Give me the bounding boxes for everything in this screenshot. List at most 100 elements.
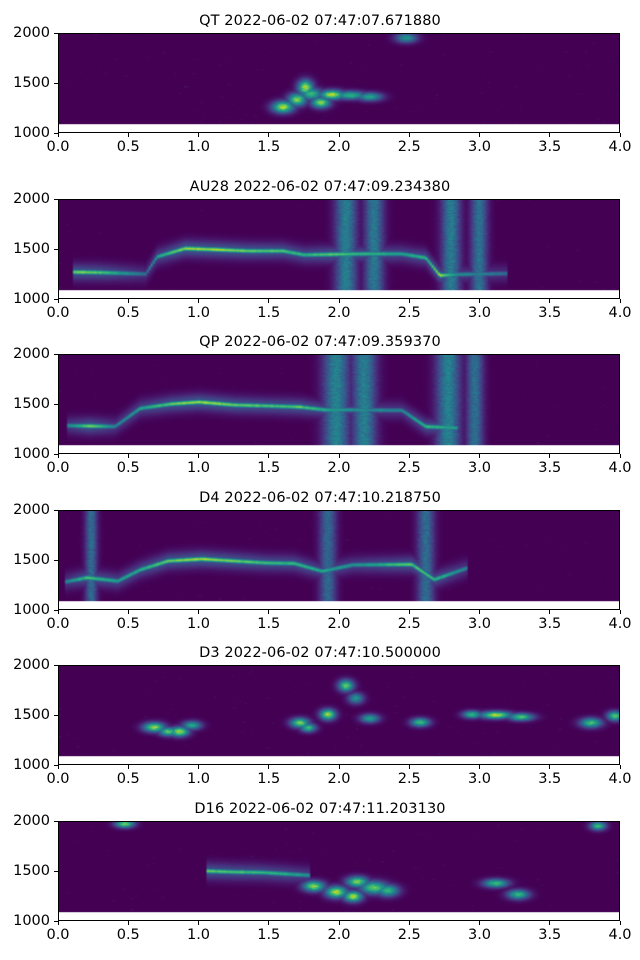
x-tick-label: 1.5 (257, 460, 281, 476)
x-tick-label: 0.0 (46, 771, 70, 787)
y-tick-mark (54, 870, 58, 872)
x-tick-mark (479, 610, 481, 614)
panel-title: AU28 2022-06-02 07:47:09.234380 (189, 179, 451, 195)
x-tick-mark (549, 921, 551, 925)
x-tick-mark (408, 610, 410, 614)
y-tick-mark (54, 132, 58, 134)
x-tick-label: 0.5 (116, 771, 140, 787)
y-tick-label: 1000 (13, 601, 50, 618)
x-tick-mark (619, 454, 621, 458)
x-tick-label: 2.5 (397, 927, 421, 943)
y-tick-label: 2000 (13, 656, 50, 673)
x-tick-mark (198, 454, 200, 458)
x-tick-label: 2.5 (397, 460, 421, 476)
x-tick-mark (479, 454, 481, 458)
x-tick-mark (338, 454, 340, 458)
y-tick-label: 1500 (13, 551, 50, 568)
y-tick-label: 1500 (13, 862, 50, 879)
spectrogram-image (59, 511, 619, 609)
x-tick-label: 3.5 (538, 139, 562, 155)
x-tick-label: 2.5 (397, 305, 421, 321)
y-tick-label: 2000 (13, 24, 50, 41)
plot-axes (58, 199, 620, 299)
x-tick-label: 0.5 (116, 616, 140, 632)
x-tick-mark (57, 133, 59, 137)
x-tick-mark (268, 921, 270, 925)
x-tick-mark (549, 299, 551, 303)
y-tick-label: 2000 (13, 345, 50, 362)
panel-title: D4 2022-06-02 07:47:10.218750 (199, 490, 441, 506)
spectrogram-image (59, 355, 619, 453)
y-tick-mark (54, 353, 58, 355)
x-tick-mark (127, 299, 129, 303)
x-tick-mark (338, 610, 340, 614)
x-tick-mark (479, 765, 481, 769)
spectrogram-image (59, 34, 619, 132)
y-tick-label: 1000 (13, 290, 50, 307)
x-tick-mark (198, 133, 200, 137)
y-tick-mark (54, 403, 58, 405)
x-tick-mark (619, 299, 621, 303)
x-tick-label: 3.0 (467, 139, 492, 155)
x-tick-mark (198, 921, 200, 925)
x-tick-label: 3.0 (467, 460, 492, 476)
panel-title: QP 2022-06-02 07:47:09.359370 (199, 334, 441, 350)
y-tick-label: 2000 (13, 190, 50, 207)
panel-title: QT 2022-06-02 07:47:07.671880 (199, 13, 441, 29)
x-tick-label: 1.0 (186, 616, 211, 632)
x-tick-label: 1.0 (186, 305, 211, 321)
x-tick-label: 1.0 (186, 927, 211, 943)
x-tick-mark (198, 299, 200, 303)
x-tick-label: 2.0 (327, 460, 351, 476)
x-tick-mark (57, 299, 59, 303)
x-tick-label: 1.0 (186, 139, 211, 155)
x-tick-mark (127, 610, 129, 614)
x-tick-label: 2.5 (397, 771, 421, 787)
x-tick-label: 2.0 (327, 139, 351, 155)
x-tick-mark (479, 133, 481, 137)
y-tick-label: 1000 (13, 124, 50, 141)
x-tick-label: 4.0 (608, 305, 632, 321)
plot-axes (58, 665, 620, 765)
x-tick-mark (408, 921, 410, 925)
x-tick-label: 4.0 (608, 460, 632, 476)
x-tick-mark (549, 133, 551, 137)
x-tick-label: 3.5 (538, 771, 562, 787)
plot-axes (58, 510, 620, 610)
y-tick-label: 1500 (13, 240, 50, 257)
panel-title: D16 2022-06-02 07:47:11.203130 (194, 801, 446, 817)
x-tick-mark (338, 921, 340, 925)
x-tick-mark (338, 765, 340, 769)
y-tick-label: 1000 (13, 912, 50, 929)
x-tick-label: 2.0 (327, 771, 351, 787)
x-tick-mark (549, 454, 551, 458)
spectrogram-image (59, 200, 619, 298)
x-tick-mark (549, 765, 551, 769)
x-tick-mark (127, 133, 129, 137)
x-tick-mark (619, 133, 621, 137)
y-tick-mark (54, 298, 58, 300)
x-tick-label: 0.0 (46, 927, 70, 943)
x-tick-mark (479, 299, 481, 303)
x-tick-label: 0.0 (46, 139, 70, 155)
x-tick-label: 1.0 (186, 460, 211, 476)
x-tick-mark (408, 765, 410, 769)
x-tick-label: 2.0 (327, 616, 351, 632)
x-tick-mark (619, 610, 621, 614)
x-tick-label: 1.5 (257, 771, 281, 787)
x-tick-mark (338, 133, 340, 137)
y-tick-mark (54, 714, 58, 716)
y-tick-mark (54, 920, 58, 922)
x-tick-label: 1.5 (257, 616, 281, 632)
x-tick-mark (268, 765, 270, 769)
y-tick-label: 1000 (13, 445, 50, 462)
x-tick-mark (408, 454, 410, 458)
x-tick-label: 2.5 (397, 139, 421, 155)
y-tick-mark (54, 764, 58, 766)
x-tick-label: 3.0 (467, 305, 492, 321)
x-tick-label: 0.0 (46, 616, 70, 632)
x-tick-label: 3.5 (538, 305, 562, 321)
x-tick-label: 3.0 (467, 771, 492, 787)
x-tick-label: 1.5 (257, 927, 281, 943)
y-tick-label: 2000 (13, 501, 50, 518)
